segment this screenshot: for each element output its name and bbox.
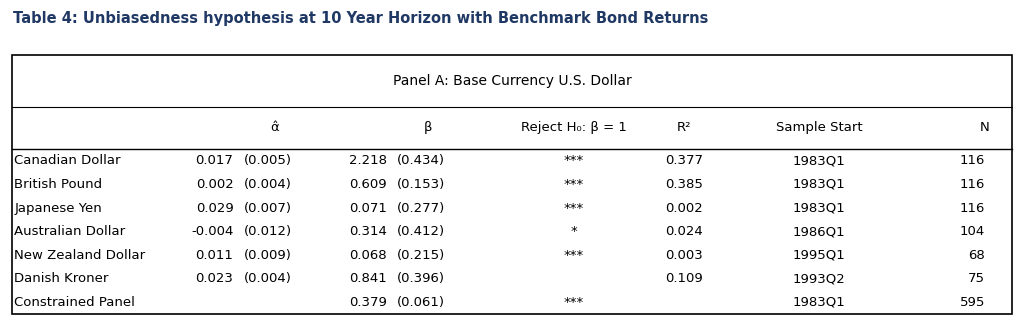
Text: β: β (424, 122, 432, 134)
Text: α̂: α̂ (270, 122, 279, 134)
Text: 0.003: 0.003 (666, 249, 702, 262)
Text: 68: 68 (969, 249, 985, 262)
Text: 0.609: 0.609 (349, 178, 387, 191)
Text: ***: *** (563, 249, 584, 262)
Text: 595: 595 (959, 296, 985, 309)
Text: ***: *** (563, 178, 584, 191)
Text: 0.002: 0.002 (196, 178, 233, 191)
Text: 116: 116 (959, 202, 985, 214)
Text: *: * (570, 225, 577, 238)
Text: 75: 75 (968, 272, 985, 285)
Text: 2.218: 2.218 (349, 154, 387, 167)
Text: (0.412): (0.412) (397, 225, 445, 238)
Text: N: N (980, 122, 990, 134)
Text: Panel A: Base Currency U.S. Dollar: Panel A: Base Currency U.S. Dollar (392, 74, 632, 88)
Text: ***: *** (563, 154, 584, 167)
Text: (0.153): (0.153) (397, 178, 445, 191)
Text: (0.004): (0.004) (244, 178, 292, 191)
Text: (0.396): (0.396) (397, 272, 445, 285)
Text: 0.011: 0.011 (196, 249, 233, 262)
Text: 1983Q1: 1983Q1 (793, 178, 846, 191)
Text: (0.009): (0.009) (244, 249, 292, 262)
Text: Sample Start: Sample Start (776, 122, 862, 134)
Text: (0.277): (0.277) (397, 202, 445, 214)
Text: 0.017: 0.017 (196, 154, 233, 167)
Text: ***: *** (563, 202, 584, 214)
Text: (0.005): (0.005) (244, 154, 292, 167)
Text: 0.841: 0.841 (349, 272, 387, 285)
Text: 0.109: 0.109 (666, 272, 702, 285)
Text: Reject H₀: β = 1: Reject H₀: β = 1 (520, 122, 627, 134)
Text: 0.029: 0.029 (196, 202, 233, 214)
Text: 0.002: 0.002 (666, 202, 702, 214)
Text: 0.071: 0.071 (349, 202, 387, 214)
Text: Table 4: Unbiasedness hypothesis at 10 Year Horizon with Benchmark Bond Returns: Table 4: Unbiasedness hypothesis at 10 Y… (13, 11, 709, 26)
Text: 104: 104 (959, 225, 985, 238)
Text: 1986Q1: 1986Q1 (793, 225, 846, 238)
Text: 0.377: 0.377 (665, 154, 703, 167)
Text: 1983Q1: 1983Q1 (793, 202, 846, 214)
Text: 116: 116 (959, 178, 985, 191)
Text: 0.023: 0.023 (196, 272, 233, 285)
Text: (0.004): (0.004) (244, 272, 292, 285)
Text: British Pound: British Pound (14, 178, 102, 191)
Text: 1993Q2: 1993Q2 (793, 272, 846, 285)
Text: 0.024: 0.024 (666, 225, 702, 238)
Text: Canadian Dollar: Canadian Dollar (14, 154, 121, 167)
Text: 1983Q1: 1983Q1 (793, 154, 846, 167)
Text: ***: *** (563, 296, 584, 309)
Text: 116: 116 (959, 154, 985, 167)
Text: (0.012): (0.012) (244, 225, 292, 238)
Text: (0.007): (0.007) (244, 202, 292, 214)
Text: Danish Kroner: Danish Kroner (14, 272, 109, 285)
Text: 1983Q1: 1983Q1 (793, 296, 846, 309)
Bar (12, 55, 1012, 314)
Text: 0.068: 0.068 (349, 249, 387, 262)
Text: 0.385: 0.385 (666, 178, 702, 191)
Text: -0.004: -0.004 (191, 225, 233, 238)
Text: R²: R² (677, 122, 691, 134)
Text: Australian Dollar: Australian Dollar (14, 225, 126, 238)
Text: 1995Q1: 1995Q1 (793, 249, 846, 262)
Text: New Zealand Dollar: New Zealand Dollar (14, 249, 145, 262)
Text: (0.061): (0.061) (397, 296, 445, 309)
Text: (0.434): (0.434) (397, 154, 445, 167)
Text: Japanese Yen: Japanese Yen (14, 202, 102, 214)
Text: (0.215): (0.215) (397, 249, 445, 262)
Text: Constrained Panel: Constrained Panel (14, 296, 135, 309)
Text: 0.314: 0.314 (349, 225, 387, 238)
Text: 0.379: 0.379 (349, 296, 387, 309)
